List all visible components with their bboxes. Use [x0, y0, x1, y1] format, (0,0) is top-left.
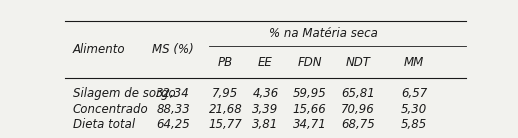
Text: 32,34: 32,34 — [156, 87, 190, 100]
Text: Silagem de sorgo: Silagem de sorgo — [73, 87, 176, 100]
Text: 6,57: 6,57 — [401, 87, 427, 100]
Text: FDN: FDN — [297, 56, 322, 69]
Text: Alimento: Alimento — [73, 43, 125, 56]
Text: % na Matéria seca: % na Matéria seca — [269, 27, 378, 40]
Text: 4,36: 4,36 — [252, 87, 279, 100]
Text: 65,81: 65,81 — [341, 87, 375, 100]
Text: 21,68: 21,68 — [208, 103, 242, 116]
Text: EE: EE — [258, 56, 273, 69]
Text: 5,30: 5,30 — [401, 103, 427, 116]
Text: 34,71: 34,71 — [293, 118, 326, 132]
Text: 15,77: 15,77 — [208, 118, 242, 132]
Text: PB: PB — [218, 56, 233, 69]
Text: Dieta total: Dieta total — [73, 118, 135, 132]
Text: 15,66: 15,66 — [293, 103, 326, 116]
Text: 70,96: 70,96 — [341, 103, 375, 116]
Text: 7,95: 7,95 — [212, 87, 238, 100]
Text: 3,81: 3,81 — [252, 118, 279, 132]
Text: NDT: NDT — [346, 56, 370, 69]
Text: MM: MM — [404, 56, 424, 69]
Text: 68,75: 68,75 — [341, 118, 375, 132]
Text: 88,33: 88,33 — [156, 103, 190, 116]
Text: MS (%): MS (%) — [152, 43, 194, 56]
Text: Concentrado: Concentrado — [73, 103, 149, 116]
Text: 64,25: 64,25 — [156, 118, 190, 132]
Text: 59,95: 59,95 — [293, 87, 326, 100]
Text: 5,85: 5,85 — [401, 118, 427, 132]
Text: 3,39: 3,39 — [252, 103, 279, 116]
